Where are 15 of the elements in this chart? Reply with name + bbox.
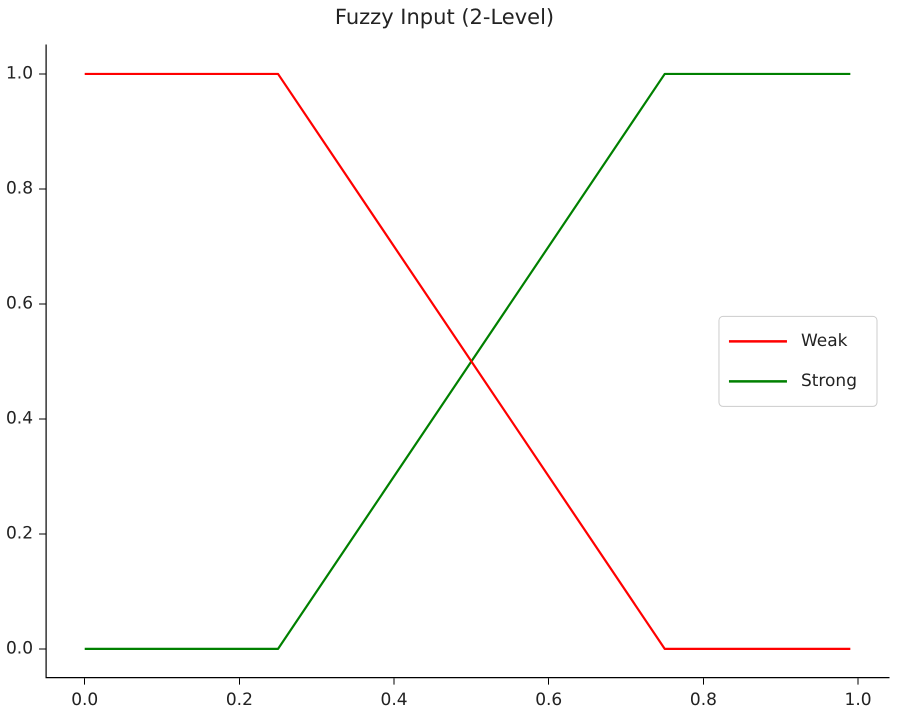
y-tick-label: 0.4 (6, 408, 34, 428)
y-tick-label: 0.6 (6, 293, 34, 314)
x-tick-label: 0.4 (380, 690, 408, 710)
x-tick-label: 1.0 (844, 690, 872, 710)
y-tick-label: 0.0 (6, 638, 34, 658)
y-tick-label: 0.2 (6, 523, 34, 544)
y-tick-label: 1.0 (6, 63, 34, 84)
x-tick-label: 0.8 (690, 690, 717, 710)
x-tick-label: 0.6 (535, 690, 562, 710)
chart-title: Fuzzy Input (2-Level) (334, 5, 554, 30)
x-tick-label: 0.2 (226, 690, 253, 710)
y-tick-label: 0.8 (6, 178, 34, 198)
x-tick-label: 0.0 (71, 690, 98, 710)
legend-label: Weak (800, 330, 848, 351)
legend-label: Strong (800, 370, 858, 391)
